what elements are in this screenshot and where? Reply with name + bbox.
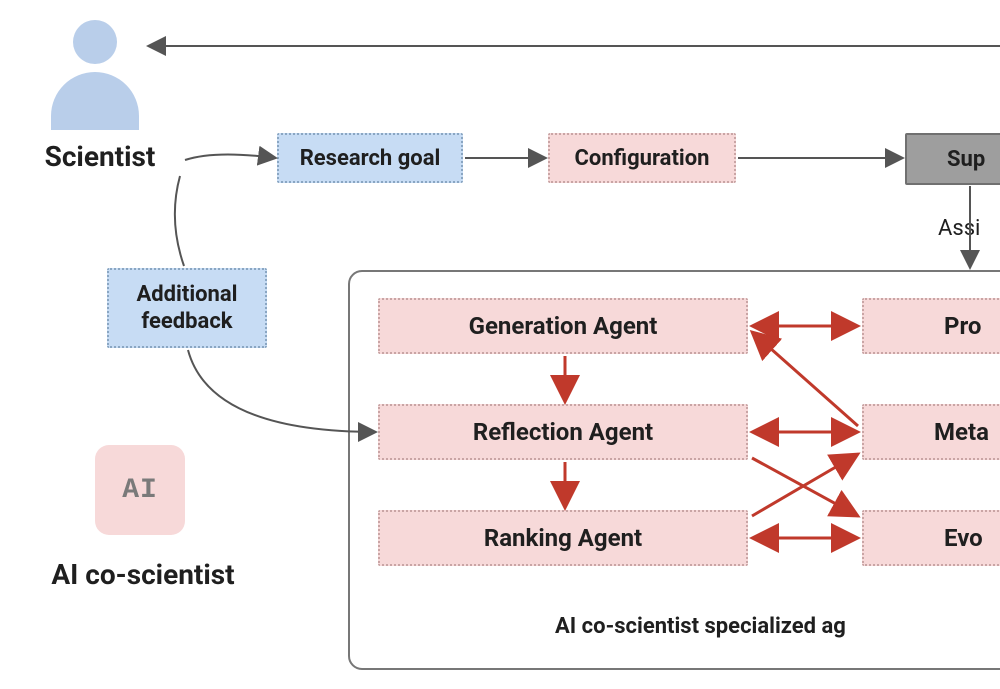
research-goal-text: Research goal bbox=[300, 146, 441, 171]
ai-badge-text: AI bbox=[122, 475, 158, 506]
reflection-agent-box: Reflection Agent bbox=[378, 404, 748, 460]
ai-coscientist-label: AI co-scientist bbox=[18, 558, 268, 591]
configuration-text: Configuration bbox=[575, 146, 710, 171]
meta-agent-text: Meta bbox=[934, 418, 989, 446]
research-goal-box: Research goal bbox=[277, 133, 463, 183]
scientist-head-shape bbox=[73, 20, 117, 64]
edge-scientist-to-feedback bbox=[175, 176, 184, 266]
edge-scientist-to-goal bbox=[185, 154, 276, 160]
reflection-agent-text: Reflection Agent bbox=[473, 418, 653, 446]
meta-agent-box: Meta bbox=[862, 404, 1000, 460]
evolution-agent-box: Evo bbox=[862, 510, 1000, 566]
evolution-agent-text: Evo bbox=[944, 524, 983, 552]
scientist-icon bbox=[45, 20, 145, 130]
supervisor-box: Sup bbox=[905, 133, 1000, 185]
proximity-agent-box: Pro bbox=[862, 298, 1000, 354]
ai-badge: AI bbox=[95, 445, 185, 535]
assign-edge-label: Assi bbox=[938, 216, 980, 241]
additional-feedback-text: Additional feedback bbox=[109, 281, 265, 336]
proximity-agent-text: Pro bbox=[944, 312, 981, 340]
ranking-agent-box: Ranking Agent bbox=[378, 510, 748, 566]
generation-agent-box: Generation Agent bbox=[378, 298, 748, 354]
ranking-agent-text: Ranking Agent bbox=[484, 524, 642, 552]
scientist-body-shape bbox=[51, 72, 139, 130]
additional-feedback-box: Additional feedback bbox=[107, 268, 267, 348]
diagram-stage: Scientist AI AI co-scientist Research go… bbox=[0, 0, 1000, 689]
supervisor-text: Sup bbox=[947, 147, 985, 172]
agents-caption: AI co-scientist specialized ag bbox=[555, 614, 846, 639]
configuration-box: Configuration bbox=[548, 133, 736, 183]
scientist-label: Scientist bbox=[10, 140, 190, 173]
generation-agent-text: Generation Agent bbox=[469, 312, 658, 340]
